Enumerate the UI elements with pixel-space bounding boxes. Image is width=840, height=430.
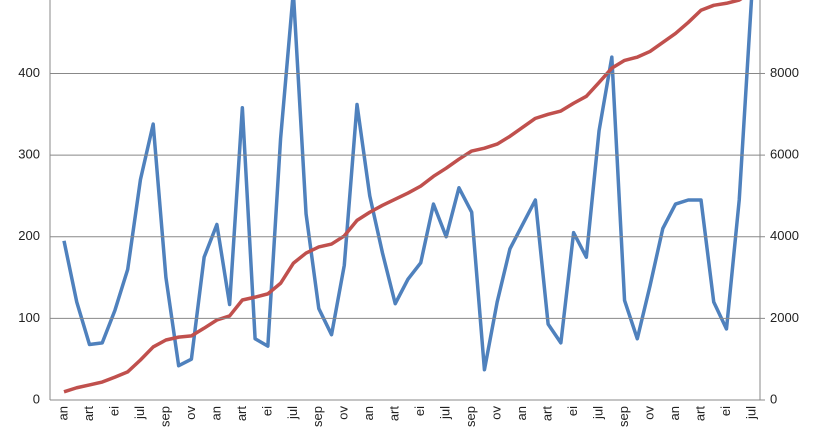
y2-tick-label: 0 bbox=[770, 391, 777, 406]
x-tick-label: jul bbox=[132, 406, 147, 420]
x-tick-label: an bbox=[514, 406, 529, 420]
y2-tick-label: 8000 bbox=[770, 65, 799, 80]
y2-tick-label: 6000 bbox=[770, 147, 799, 162]
x-tick-label: an bbox=[208, 406, 223, 420]
x-tick-label: ov bbox=[641, 406, 656, 420]
plot-area bbox=[62, 0, 754, 394]
x-tick-label: an bbox=[361, 406, 376, 420]
x-tick-label: sep bbox=[463, 406, 478, 427]
x-tick-label: sep bbox=[616, 406, 631, 427]
x-tick-label: ov bbox=[336, 406, 351, 420]
x-tick-label: sep bbox=[157, 406, 172, 427]
y2-tick-label: 4000 bbox=[770, 228, 799, 243]
x-tick-label: art bbox=[234, 406, 249, 422]
y-tick-label: 400 bbox=[18, 65, 40, 80]
x-tick-label: sep bbox=[310, 406, 325, 427]
series-line bbox=[63, 0, 743, 394]
x-tick-label: art bbox=[540, 406, 555, 422]
x-tick-label: ov bbox=[489, 406, 504, 420]
y-tick-label: 300 bbox=[18, 147, 40, 162]
x-tick-label: ei bbox=[412, 406, 427, 416]
y-tick-label: 0 bbox=[33, 391, 40, 406]
y-tick-label: 200 bbox=[18, 228, 40, 243]
x-tick-label: an bbox=[55, 406, 70, 420]
x-tick-label: jul bbox=[285, 406, 300, 420]
x-tick-label: art bbox=[692, 406, 707, 422]
y2-tick-label: 2000 bbox=[770, 310, 799, 325]
x-tick-label: jul bbox=[438, 406, 453, 420]
x-tick-label: ei bbox=[565, 406, 580, 416]
x-tick-label: ei bbox=[259, 406, 274, 416]
x-tick-label: ei bbox=[106, 406, 121, 416]
x-tick-label: art bbox=[387, 406, 402, 422]
x-tick-label: an bbox=[667, 406, 682, 420]
x-tick-label: ov bbox=[183, 406, 198, 420]
x-tick-label: jul bbox=[743, 406, 758, 420]
series-line bbox=[62, 0, 754, 372]
x-tick-label: ei bbox=[718, 406, 733, 416]
x-tick-label: art bbox=[81, 406, 96, 422]
y-tick-label: 100 bbox=[18, 310, 40, 325]
x-tick-label: jul bbox=[591, 406, 606, 420]
